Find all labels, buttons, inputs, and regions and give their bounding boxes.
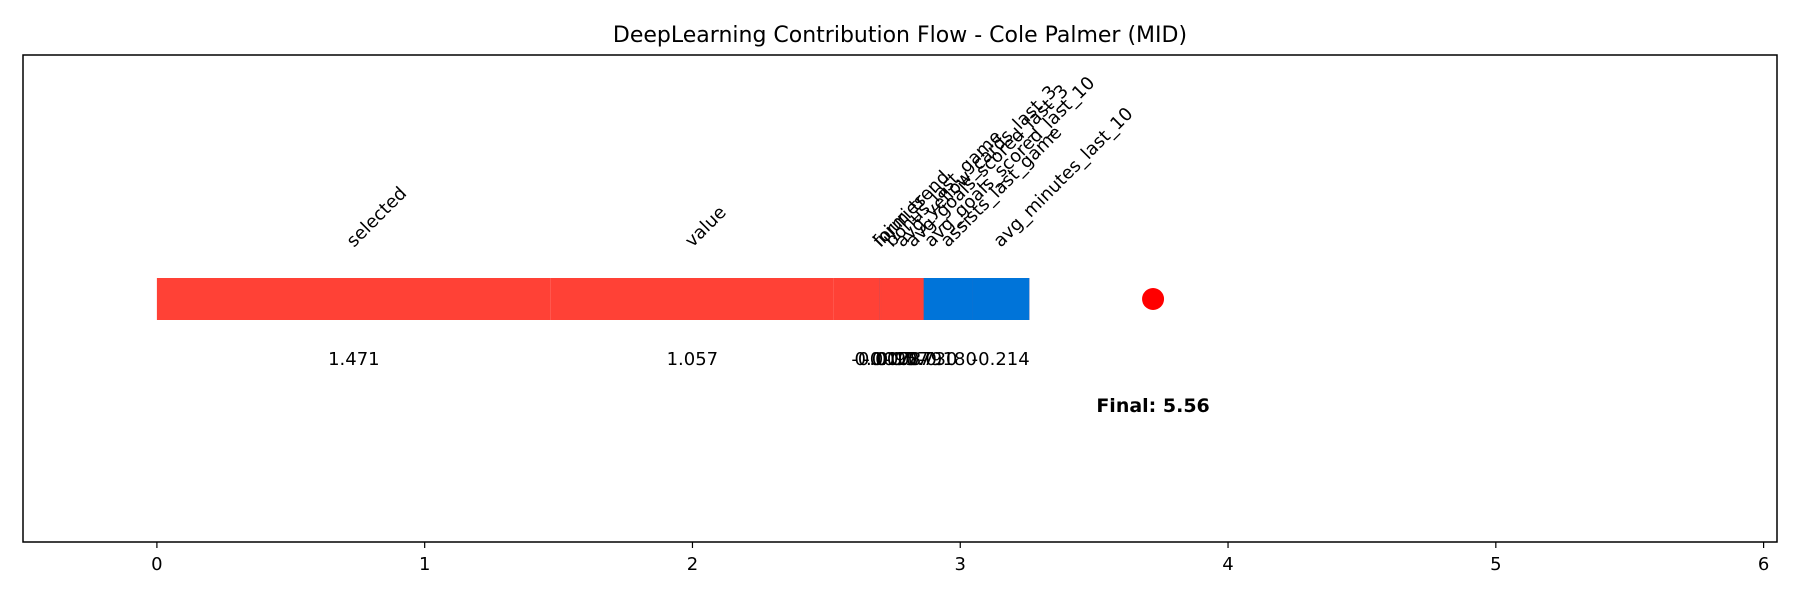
plot-area-frame [22, 54, 1778, 543]
contribution-bar-selected [156, 278, 551, 320]
value-label-bonus-last-game: -0.078 [863, 349, 921, 370]
value-label-avg-minutes-last-10: -0.214 [972, 349, 1030, 370]
value-label-selected: 1.471 [328, 349, 380, 370]
x-tick-label: 6 [1758, 554, 1769, 575]
contribution-bar-assists-last-game [923, 278, 973, 320]
x-tick-label: 1 [419, 554, 430, 575]
final-label: Final: 5.56 [1096, 395, 1209, 417]
x-tick-label: 0 [151, 554, 162, 575]
contribution-bar-value [550, 278, 834, 320]
feature-label-value: value [681, 202, 731, 252]
contribution-bar-avg-minutes-last-10 [972, 278, 1030, 320]
contribution-bar-injuries [879, 278, 882, 320]
value-label-avg-goals-scored-last-10: 0.730 [906, 349, 958, 370]
contribution-bar-avg-yellow-cards-last-3 [881, 278, 924, 320]
value-labels-layer: 1.471 1.057 0.730 -0.214-0.180-0.079-0.078-… [328, 349, 1030, 370]
feature-label-selected: selected [343, 183, 412, 252]
value-label-avg-yellow-cards-last-3: 0.157 [877, 349, 929, 370]
x-tick-label: 3 [955, 554, 966, 575]
x-axis: 0 1 2 3 4 5 6 [151, 542, 1769, 575]
value-label-value: 1.057 [667, 349, 719, 370]
bars-layer [156, 278, 1030, 320]
value-label-form-trend: -0.010 [851, 349, 909, 370]
value-label-assists-last-game: -0.180 [919, 349, 977, 370]
final-marker [1142, 288, 1165, 310]
value-label-injuries: 0.009 [855, 349, 907, 370]
feature-labels-layer: selected value avg_goals_scored_last_10avg… [343, 73, 1138, 252]
x-tick-label: 2 [687, 554, 698, 575]
value-label-avg-goals-scored-last-3: -0.079 [884, 349, 942, 370]
x-tick-label: 4 [1222, 554, 1233, 575]
chart-title: DeepLearning Contribution Flow - Cole Pa… [613, 23, 1187, 48]
x-tick-label: 5 [1490, 554, 1501, 575]
